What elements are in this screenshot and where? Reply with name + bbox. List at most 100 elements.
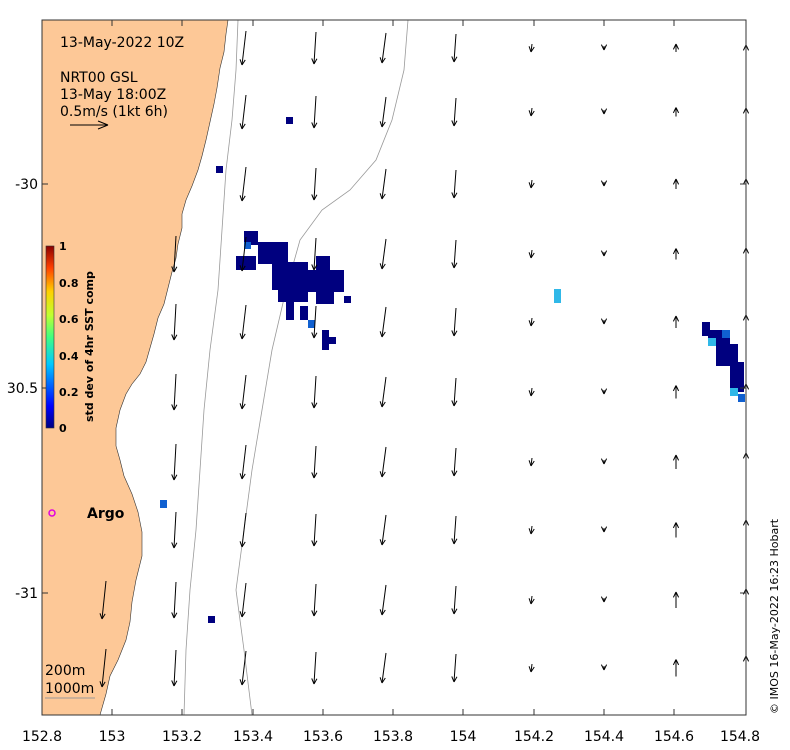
credit-text: © IMOS 16-May-2022 16:23 Hobart bbox=[768, 518, 781, 714]
current-arrow bbox=[239, 512, 247, 548]
current-arrow bbox=[528, 317, 535, 327]
current-arrow bbox=[672, 659, 680, 677]
colorbar-tick-label: 0 bbox=[59, 422, 67, 435]
colorbar-label: std dev of 4hr SST comp bbox=[83, 271, 96, 422]
argo-float-marker[interactable] bbox=[48, 509, 56, 517]
current-arrow bbox=[672, 522, 680, 538]
current-arrow bbox=[600, 180, 608, 187]
current-arrow bbox=[600, 318, 608, 325]
current-arrow bbox=[311, 31, 318, 65]
current-arrow bbox=[672, 315, 680, 328]
current-arrow bbox=[451, 169, 458, 199]
current-arrow bbox=[451, 33, 458, 63]
current-arrow bbox=[311, 513, 318, 547]
x-tick-label: 153.8 bbox=[373, 729, 413, 745]
current-arrow bbox=[528, 663, 535, 673]
x-tick-label: 154 bbox=[450, 729, 477, 745]
current-arrow bbox=[99, 580, 107, 620]
current-arrow bbox=[379, 168, 387, 200]
current-arrow bbox=[672, 454, 680, 469]
plot-frame bbox=[41, 19, 747, 716]
current-arrow bbox=[311, 651, 318, 685]
x-tick-label: 152.8 bbox=[22, 729, 62, 745]
colorbar-tick-label: 1 bbox=[59, 240, 67, 253]
current-arrow bbox=[528, 457, 535, 467]
current-arrow bbox=[451, 97, 458, 127]
current-arrow bbox=[239, 166, 247, 202]
x-tick-label: 153 bbox=[99, 729, 126, 745]
y-tick-label: 30.5 bbox=[7, 381, 38, 397]
x-tick-label: 154.6 bbox=[654, 729, 694, 745]
current-arrow bbox=[672, 248, 680, 260]
current-arrow bbox=[311, 237, 318, 271]
current-arrow bbox=[451, 307, 458, 337]
colorbar-tick-label: 0.6 bbox=[59, 313, 79, 326]
current-arrow bbox=[171, 443, 178, 481]
current-arrow bbox=[379, 376, 387, 408]
argo-label: Argo bbox=[87, 506, 125, 522]
x-tick-label: 153.2 bbox=[162, 729, 202, 745]
contour-200m bbox=[183, 19, 239, 716]
y-tick-label: -31 bbox=[15, 586, 38, 602]
current-arrow bbox=[239, 30, 247, 66]
colorbar-tick-label: 0.8 bbox=[59, 277, 79, 290]
current-arrow bbox=[528, 525, 535, 535]
current-arrow bbox=[672, 591, 680, 608]
current-arrow bbox=[239, 236, 247, 272]
current-arrow bbox=[600, 458, 608, 465]
current-arrow bbox=[311, 305, 318, 339]
current-arrow bbox=[528, 107, 535, 117]
x-tick-label: 154.4 bbox=[584, 729, 624, 745]
x-axis-labels: 152.8 153 153.2 153.4 153.6 153.8 154 15… bbox=[22, 729, 760, 745]
current-arrow bbox=[239, 94, 247, 130]
x-tick-label: 154.8 bbox=[720, 729, 760, 745]
current-arrow bbox=[600, 596, 608, 603]
current-arrow bbox=[672, 107, 680, 117]
current-arrow bbox=[451, 447, 458, 477]
current-arrow bbox=[171, 373, 178, 411]
current-arrow bbox=[239, 444, 247, 480]
current-arrow bbox=[528, 43, 535, 53]
x-tick-label: 154.2 bbox=[514, 729, 554, 745]
current-arrow bbox=[171, 581, 178, 619]
current-arrow bbox=[672, 385, 680, 399]
current-arrow bbox=[451, 515, 458, 545]
current-arrow bbox=[528, 387, 535, 397]
colorbar-ticks: 1 0.8 0.6 0.4 0.2 0 bbox=[59, 240, 79, 435]
current-arrow bbox=[600, 526, 608, 533]
current-arrow bbox=[379, 238, 387, 270]
current-arrow bbox=[379, 584, 387, 616]
contour-1000m-label: 1000m bbox=[45, 681, 94, 697]
x-tick-label: 153.6 bbox=[303, 729, 343, 745]
current-arrow bbox=[379, 514, 387, 546]
current-arrow bbox=[379, 96, 387, 128]
sst-pixel-layer bbox=[160, 117, 745, 623]
current-arrow bbox=[451, 377, 458, 407]
colorbar-tick-label: 0.2 bbox=[59, 386, 79, 399]
current-arrow bbox=[239, 650, 247, 686]
current-arrow bbox=[528, 179, 535, 189]
map-timestamp: 13-May-2022 10Z bbox=[60, 35, 184, 51]
current-arrow bbox=[171, 511, 178, 549]
current-arrow bbox=[672, 43, 680, 52]
current-arrow bbox=[239, 582, 247, 618]
current-arrow bbox=[239, 304, 247, 340]
current-arrow bbox=[379, 32, 387, 64]
current-arrow bbox=[311, 375, 318, 409]
product-name: NRT00 GSL bbox=[60, 70, 138, 86]
x-tick-label: 153.4 bbox=[233, 729, 273, 745]
title-block: 13-May-2022 10Z NRT00 GSL 13-May 18:00Z … bbox=[60, 35, 184, 120]
current-arrow bbox=[311, 95, 318, 129]
current-arrow bbox=[451, 239, 458, 269]
axis-ticks bbox=[41, 20, 747, 715]
current-arrow bbox=[379, 306, 387, 338]
current-arrow bbox=[99, 648, 107, 688]
current-arrow bbox=[311, 167, 318, 201]
current-arrow bbox=[528, 249, 535, 259]
current-arrow bbox=[600, 44, 608, 51]
current-arrow bbox=[600, 250, 608, 257]
current-arrow bbox=[239, 374, 247, 410]
y-tick-label: -30 bbox=[15, 177, 38, 193]
current-arrow bbox=[311, 445, 318, 479]
